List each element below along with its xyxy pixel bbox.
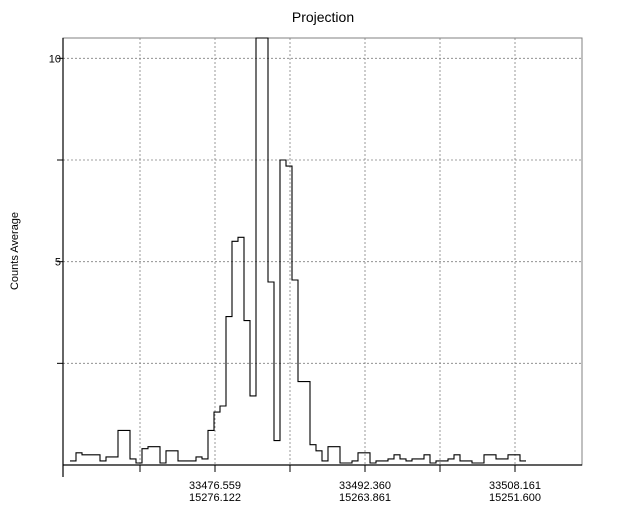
x-tick-label-secondary: 15263.861	[339, 492, 391, 504]
x-tick-label: 33508.161	[489, 480, 541, 492]
x-tick-label-secondary: 15276.122	[189, 492, 241, 504]
y-axis-label: Counts Average	[9, 212, 21, 290]
y-tick-label: 10	[49, 53, 61, 65]
y-tick-label: 5	[55, 257, 61, 269]
chart-title: Projection	[292, 9, 354, 25]
histogram-step-line	[70, 37, 526, 464]
series-layer	[70, 37, 526, 464]
x-tick-label: 33476.559	[189, 480, 241, 492]
plot-frame	[62, 37, 583, 466]
axes	[57, 38, 582, 477]
x-tick-label: 33492.360	[339, 480, 391, 492]
grid	[63, 38, 582, 465]
x-tick-label-secondary: 15251.600	[489, 492, 541, 504]
